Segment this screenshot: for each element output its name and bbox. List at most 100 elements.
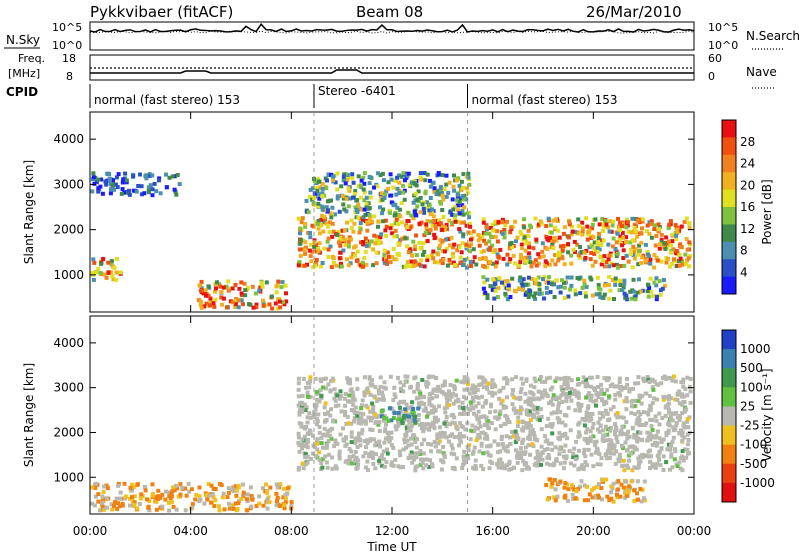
data-cell (352, 411, 357, 416)
data-cell (567, 390, 572, 395)
data-cell (586, 230, 591, 235)
data-cell (639, 231, 644, 236)
data-cell (388, 226, 393, 231)
data-cell (493, 427, 498, 432)
data-cell (302, 434, 307, 439)
data-cell (163, 497, 168, 502)
data-cell (582, 423, 587, 428)
data-cell (511, 434, 516, 439)
data-cell (296, 467, 301, 472)
data-cell (597, 222, 602, 227)
data-cell (594, 439, 599, 444)
data-cell (476, 233, 481, 238)
data-cell (591, 486, 596, 491)
data-cell (241, 302, 245, 307)
data-cell (624, 396, 629, 400)
data-cell (315, 422, 319, 427)
data-cell (334, 263, 339, 268)
data-cell (587, 492, 592, 497)
data-cell (474, 262, 479, 267)
data-cell (304, 245, 309, 250)
data-cell (341, 174, 346, 179)
data-cell (462, 458, 467, 463)
data-cell (462, 434, 467, 439)
data-cell (573, 292, 578, 297)
data-cell (398, 238, 403, 243)
data-cell (430, 420, 435, 425)
data-cell (368, 392, 373, 397)
data-cell (623, 495, 628, 500)
data-cell (684, 216, 689, 221)
data-cell (630, 426, 635, 431)
data-cell (474, 438, 479, 443)
data-cell (93, 494, 98, 499)
data-cell (510, 392, 515, 397)
data-cell (320, 445, 325, 450)
data-cell (518, 446, 523, 451)
data-cell (164, 172, 168, 177)
data-cell (428, 178, 432, 183)
freq-tick-bottom: 8 (66, 70, 73, 83)
data-cell (557, 250, 561, 255)
data-cell (607, 446, 612, 451)
data-cell (477, 435, 482, 440)
data-cell (669, 262, 674, 266)
data-cell (209, 483, 214, 488)
data-cell (555, 228, 560, 233)
data-cell (556, 285, 561, 290)
data-cell (393, 395, 398, 399)
data-cell (605, 427, 610, 432)
data-cell (510, 276, 515, 281)
data-cell (627, 387, 632, 392)
data-cell (342, 438, 347, 443)
data-cell (320, 204, 325, 209)
data-cell (600, 497, 604, 502)
data-cell (659, 447, 664, 452)
data-cell (603, 219, 608, 223)
data-cell (342, 207, 347, 212)
data-cell (438, 201, 443, 206)
data-cell (297, 449, 302, 454)
data-cell (381, 207, 386, 212)
data-cell (559, 385, 564, 390)
data-cell (445, 397, 450, 402)
data-cell (559, 244, 563, 249)
data-cell (620, 288, 625, 292)
data-cell (357, 230, 362, 235)
data-cell (444, 246, 449, 251)
data-cell (643, 242, 648, 247)
data-cell (428, 212, 433, 217)
data-cell (245, 508, 250, 513)
data-cell (657, 227, 662, 232)
data-cell (315, 447, 320, 452)
data-cell (400, 236, 405, 241)
data-cell (493, 409, 498, 414)
data-cell (382, 248, 387, 253)
data-cell (587, 245, 592, 249)
data-cell (611, 236, 616, 241)
data-cell (503, 223, 508, 228)
data-cell (322, 246, 327, 251)
data-cell (462, 375, 467, 380)
data-cell (502, 464, 506, 469)
data-cell (688, 389, 693, 394)
data-cell (90, 501, 95, 506)
data-cell (370, 378, 375, 383)
data-cell (284, 299, 289, 304)
data-cell (680, 392, 684, 397)
data-cell (261, 300, 266, 305)
data-cell (413, 191, 418, 196)
data-cell (485, 277, 490, 282)
data-cell (596, 283, 601, 287)
data-cell (351, 180, 356, 185)
data-cell (686, 438, 691, 442)
data-cell (603, 399, 608, 404)
data-cell (346, 244, 351, 249)
data-cell (315, 419, 320, 424)
data-cell (362, 375, 367, 380)
data-cell (521, 256, 526, 261)
data-cell (623, 440, 628, 445)
data-cell (626, 429, 630, 434)
data-cell (423, 178, 428, 183)
